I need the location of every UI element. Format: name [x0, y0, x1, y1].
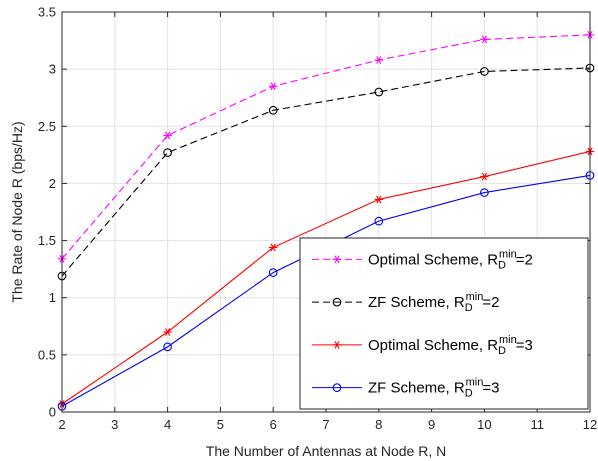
legend-entry: Optimal Scheme, RDmin=3	[312, 334, 533, 357]
data-point	[480, 35, 489, 44]
legend-subscript: D	[465, 302, 473, 314]
series-line	[61, 150, 591, 405]
y-tick-label: 3.5	[38, 5, 56, 20]
data-point	[269, 243, 278, 252]
x-tick-label: 9	[428, 417, 435, 432]
x-tick-label: 10	[477, 417, 491, 432]
data-point	[268, 268, 278, 277]
data-point	[374, 195, 383, 204]
x-tick-label: 4	[164, 417, 171, 432]
legend-subscript: D	[498, 345, 506, 357]
x-tick-label: 7	[322, 417, 329, 432]
x-tick-label: 12	[583, 417, 597, 432]
y-tick-label: 3	[49, 62, 56, 77]
data-point	[163, 342, 172, 352]
x-tick-label: 2	[58, 417, 65, 432]
data-point	[163, 148, 172, 157]
legend-name: ZF Scheme, R	[368, 294, 465, 311]
y-tick-label: 2	[49, 176, 56, 191]
legend-superscript: min	[499, 334, 517, 346]
series-line	[61, 67, 591, 277]
legend-marker	[332, 255, 342, 264]
legend-label: Optimal Scheme, RDmin=3	[368, 334, 533, 357]
data-point	[374, 87, 384, 97]
y-tick-label: 1.5	[38, 233, 56, 248]
x-tick-label: 11	[530, 417, 544, 432]
series-line	[61, 34, 591, 260]
legend-suffix: =2	[516, 251, 533, 268]
legend-marker	[332, 340, 342, 349]
data-point	[374, 216, 384, 226]
legend-label: ZF Scheme, RDmin=3	[368, 377, 499, 400]
legend-marker	[332, 297, 342, 307]
legend-marker	[332, 383, 342, 392]
legend-label: Optimal Scheme, RDmin=2	[368, 248, 533, 271]
legend-entry: ZF Scheme, RDmin=3	[312, 377, 499, 400]
x-tick-label: 5	[217, 417, 224, 432]
legend-subscript: D	[498, 259, 506, 271]
y-axis-label: The Rate of Node R (bps/Hz)	[9, 121, 25, 302]
ticks: 2 3 4 5 6 7 8 9 10 11 12 0 0.5 1 1.5 2 2.5 3 3.5	[38, 5, 597, 433]
legend-superscript: min	[499, 248, 517, 260]
legend-name: Optimal Scheme, R	[368, 337, 498, 354]
data-point	[268, 105, 278, 115]
x-tick-label: 8	[375, 417, 382, 432]
y-tick-label: 0.5	[38, 347, 56, 362]
y-tick-label: 1	[49, 290, 56, 305]
legend-suffix: =3	[516, 337, 533, 354]
legend-superscript: min	[466, 377, 484, 389]
legend-name: ZF Scheme, R	[368, 380, 465, 397]
legend-subscript: D	[465, 388, 473, 400]
legend-entry: Optimal Scheme, RDmin=2	[312, 248, 533, 271]
data-point	[480, 188, 489, 197]
x-tick-label: 6	[270, 417, 277, 432]
x-tick-label: 3	[111, 417, 118, 432]
legend-box	[299, 237, 589, 410]
legend-suffix: =2	[482, 294, 499, 311]
legend-superscript: min	[466, 291, 484, 303]
data-point	[163, 131, 172, 140]
legend-label: ZF Scheme, RDmin=2	[368, 291, 499, 314]
legend-entry: ZF Scheme, RDmin=2	[312, 291, 499, 314]
legend-suffix: =3	[482, 380, 499, 397]
data-point	[480, 172, 489, 181]
data-point	[163, 328, 172, 336]
y-tick-label: 2.5	[38, 119, 56, 134]
x-axis-label: The Number of Antennas at Node R, N	[206, 443, 446, 459]
data-point	[269, 82, 278, 91]
legend: Optimal Scheme, RDmin=2ZF Scheme, RDmin=…	[299, 237, 589, 410]
legend-name: Optimal Scheme, R	[368, 251, 498, 268]
data-point	[374, 56, 383, 64]
data-point	[480, 67, 489, 76]
y-tick-label: 0	[49, 405, 56, 420]
